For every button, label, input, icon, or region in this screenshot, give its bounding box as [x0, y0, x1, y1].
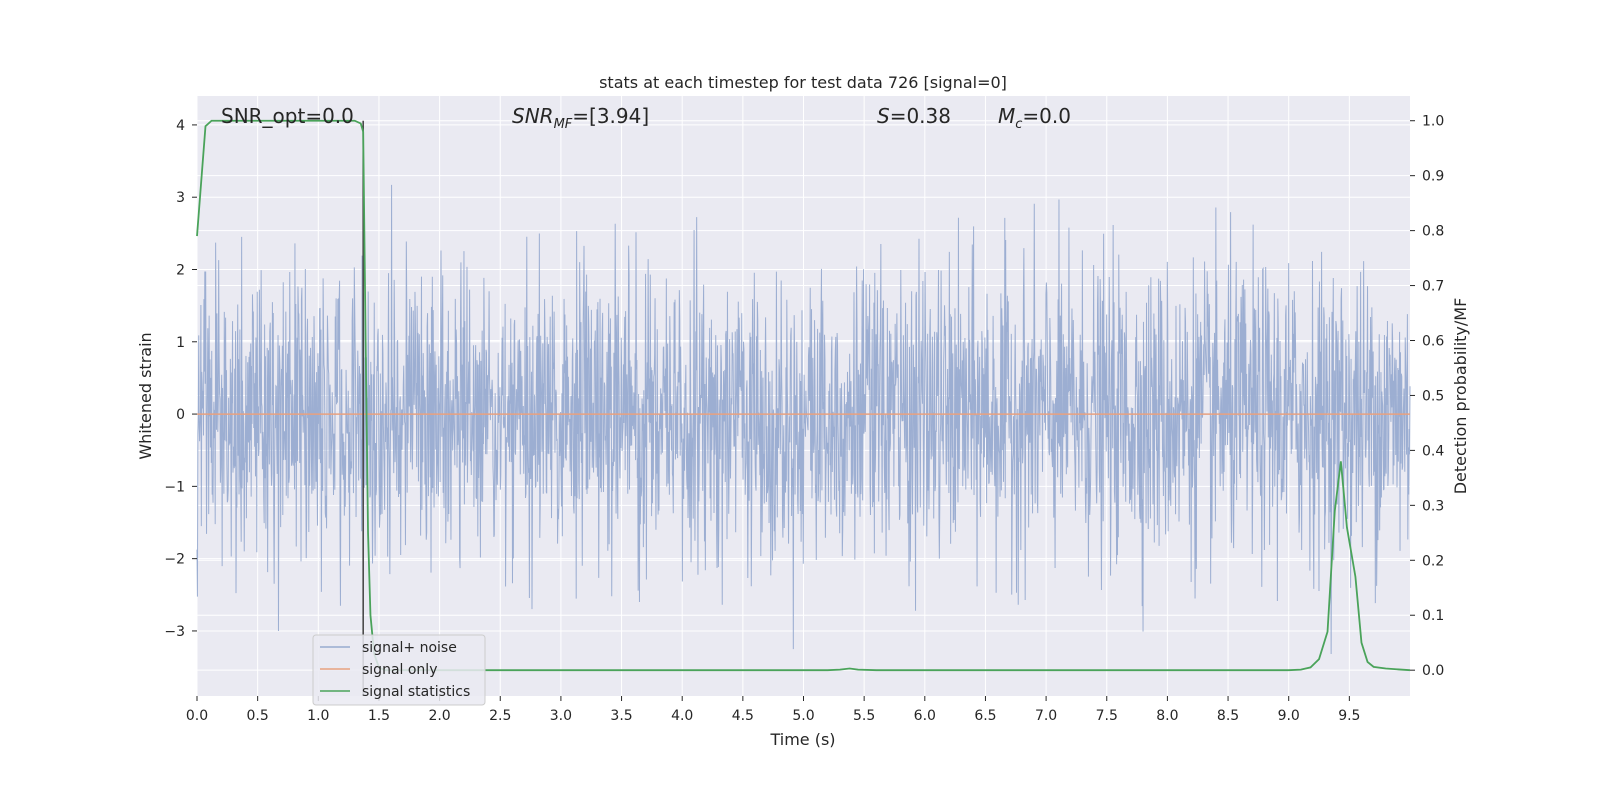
legend: signal+ noise signal only signal statist…	[312, 634, 486, 706]
snr-mf-value: =[3.94]	[572, 104, 649, 128]
y2-tick-label: 0.3	[1422, 498, 1444, 514]
y2-tick-label: 0.8	[1422, 224, 1444, 240]
x-tick-label: 1.5	[368, 708, 390, 724]
y-tick-labels: 4 3 2 1 0 −1 −2 −3	[164, 118, 197, 640]
signal-noise-series	[196, 184, 1411, 654]
y2-tick-label: 0.5	[1422, 388, 1444, 404]
y2-axis-label: Detection probability/MF	[1451, 298, 1470, 495]
x-tick-label: 7.0	[1035, 708, 1057, 724]
signal-noise-line	[196, 184, 1411, 654]
x-tick-label: 9.0	[1278, 708, 1300, 724]
y2-tick-label: 0.2	[1422, 553, 1444, 569]
x-tick-label: 9.5	[1338, 708, 1360, 724]
x-tick-label: 1.0	[307, 708, 329, 724]
y-axis-label: Whitened strain	[136, 332, 155, 459]
x-tick-label: 3.5	[610, 708, 632, 724]
x-tick-label: 6.0	[914, 708, 936, 724]
x-tick-labels: 0.0 0.5 1.0 1.5 2.0 2.5 3.0 3.5 4.0 4.5 5.0 5.5 6.0 6…	[186, 696, 1360, 724]
snr-mf-subscript: MF	[554, 117, 573, 132]
y2-tick-label: 0.9	[1422, 169, 1444, 185]
mc-value: =0.0	[1022, 104, 1071, 128]
s-symbol: S	[877, 104, 890, 128]
legend-label-noise: signal+ noise	[362, 640, 457, 656]
mc-annotation: Mc=0.0	[998, 104, 1071, 132]
signal-statistics-series	[196, 119, 1411, 672]
x-tick-label: 8.0	[1156, 708, 1178, 724]
x-tick-label: 2.0	[428, 708, 450, 724]
y-tick-label: −3	[164, 624, 185, 640]
y2-tick-label: 1.0	[1422, 114, 1444, 130]
snr-mf-symbol: SNR	[512, 104, 554, 128]
y2-tick-labels: 1.0 0.9 0.8 0.7 0.6 0.5 0.4 0.3 0.2 0.1 0.0	[1410, 114, 1444, 679]
x-tick-label: 4.5	[732, 708, 754, 724]
y-tick-label: 1	[176, 335, 185, 351]
x-tick-label: 0.0	[186, 708, 208, 724]
mc-subscript: c	[1015, 117, 1022, 132]
x-tick-label: 5.5	[853, 708, 875, 724]
x-tick-label: 3.0	[550, 708, 572, 724]
chart-title: stats at each timestep for test data 726…	[599, 73, 1007, 92]
x-tick-label: 5.0	[792, 708, 814, 724]
mc-symbol: M	[998, 104, 1015, 128]
y-tick-label: 0	[176, 407, 185, 423]
x-tick-label: 6.5	[974, 708, 996, 724]
x-tick-label: 4.0	[671, 708, 693, 724]
x-tick-label: 2.5	[489, 708, 511, 724]
x-tick-label: 7.5	[1096, 708, 1118, 724]
snr-opt-annotation: SNR_opt=0.0	[221, 104, 354, 128]
snr-mf-annotation: SNRMF=[3.94]	[512, 104, 649, 132]
y-tick-label: −2	[164, 552, 185, 568]
y-tick-label: 4	[176, 118, 185, 134]
x-axis-label: Time (s)	[769, 730, 835, 749]
y-tick-label: 2	[176, 262, 185, 278]
s-annotation: S=0.38	[877, 104, 951, 128]
legend-box	[312, 634, 486, 706]
x-tick-label: 0.5	[247, 708, 269, 724]
y-tick-label: 3	[176, 190, 185, 206]
y2-tick-label: 0.1	[1422, 608, 1444, 624]
x-tick-label: 8.5	[1217, 708, 1239, 724]
y2-tick-label: 0.4	[1422, 443, 1444, 459]
y2-tick-label: 0.7	[1422, 279, 1444, 295]
y2-tick-label: 0.0	[1422, 663, 1444, 679]
legend-label-signal-only: signal only	[362, 662, 437, 678]
y2-tick-label: 0.6	[1422, 334, 1444, 350]
y-tick-label: −1	[164, 479, 185, 495]
legend-label-statistics: signal statistics	[362, 684, 470, 700]
s-value: =0.38	[890, 104, 951, 128]
